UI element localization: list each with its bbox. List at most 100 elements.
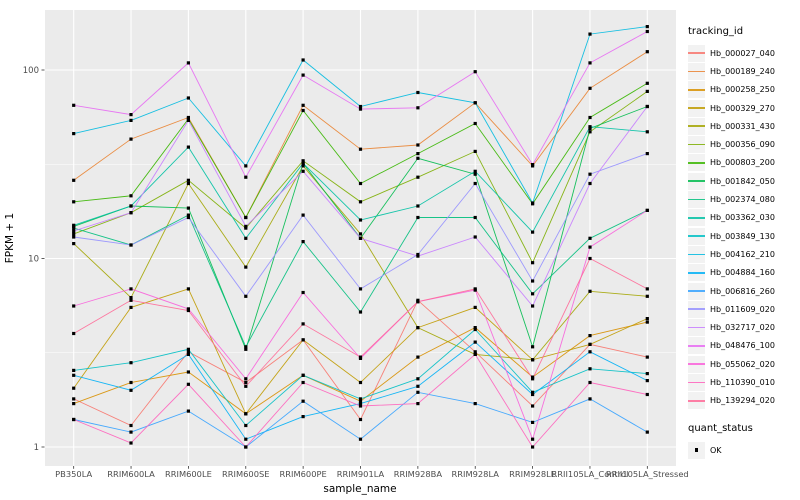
svg-text:RRIM600SE: RRIM600SE bbox=[222, 469, 269, 479]
legend-item: Hb_000329_270 bbox=[688, 99, 798, 117]
legend-item-list: Hb_000027_040 Hb_000189_240 Hb_000258_250 H… bbox=[688, 44, 798, 410]
legend-label: Hb_032717_020 bbox=[710, 323, 775, 333]
svg-text:RRIM901LA: RRIM901LA bbox=[337, 469, 385, 479]
legend-title-quant-status: quant_status bbox=[688, 422, 753, 434]
legend-label: Hb_110390_010 bbox=[710, 377, 775, 387]
legend: tracking_id Hb_000027_040 Hb_000189_240 Hb… bbox=[688, 26, 798, 459]
series-color-line-icon bbox=[688, 399, 705, 402]
legend-key bbox=[688, 99, 705, 117]
legend-key bbox=[688, 319, 705, 337]
legend-item: Hb_000189_240 bbox=[688, 62, 798, 80]
legend-label: Hb_003849_130 bbox=[710, 231, 775, 241]
ok-label: OK bbox=[710, 445, 722, 455]
svg-text:RRIM928LA: RRIM928LA bbox=[451, 469, 499, 479]
legend-label: Hb_000189_240 bbox=[710, 66, 775, 76]
series-color-line-icon bbox=[688, 345, 705, 347]
legend-key bbox=[688, 81, 705, 99]
ok-point-icon bbox=[694, 448, 699, 452]
legend-item: Hb_032717_020 bbox=[688, 318, 798, 337]
legend-item: Hb_002374_080 bbox=[688, 190, 798, 209]
legend-item: Hb_000258_250 bbox=[688, 81, 798, 99]
legend-key bbox=[688, 282, 705, 300]
series-color-line-icon bbox=[688, 216, 705, 219]
legend-item: Hb_055062_020 bbox=[688, 355, 798, 373]
legend-key bbox=[688, 209, 705, 227]
legend-title-tracking-id: tracking_id bbox=[688, 26, 744, 37]
series-color-line-icon bbox=[688, 180, 705, 183]
series-color-line-icon bbox=[688, 107, 705, 109]
svg-text:1: 1 bbox=[34, 443, 39, 453]
series-color-line-icon bbox=[688, 290, 705, 292]
svg-text:RRIM928BA: RRIM928BA bbox=[394, 469, 443, 479]
legend-key bbox=[688, 245, 705, 263]
x-axis-title: sample_name bbox=[323, 483, 396, 495]
series-color-line-icon bbox=[688, 70, 705, 73]
series-color-line-icon bbox=[688, 162, 705, 164]
series-color-line-icon bbox=[688, 198, 705, 201]
legend-key bbox=[688, 355, 705, 373]
svg-text:RRIM928LE: RRIM928LE bbox=[509, 469, 556, 479]
svg-text:RRIM600LE: RRIM600LE bbox=[165, 469, 212, 479]
series-color-line-icon bbox=[688, 125, 705, 128]
series-color-line-icon bbox=[688, 235, 705, 237]
legend-item: Hb_001842_050 bbox=[688, 172, 798, 190]
series-color-line-icon bbox=[688, 52, 705, 54]
series-color-line-icon bbox=[688, 253, 705, 256]
legend-label: Hb_011609_020 bbox=[710, 304, 775, 314]
svg-text:10: 10 bbox=[28, 254, 39, 264]
y-axis-title: FPKM + 1 bbox=[4, 213, 16, 263]
legend-key bbox=[688, 136, 705, 154]
legend-item: Hb_011609_020 bbox=[688, 300, 798, 318]
legend-label: Hb_001842_050 bbox=[710, 176, 775, 186]
svg-text:RRII105LA_Stressed: RRII105LA_Stressed bbox=[606, 469, 689, 479]
series-color-line-icon bbox=[688, 381, 705, 384]
legend-key bbox=[688, 62, 705, 80]
legend-item: Hb_004884_160 bbox=[688, 264, 798, 282]
legend-item: Hb_000027_040 bbox=[688, 44, 798, 62]
legend-label: Hb_004162_210 bbox=[710, 249, 775, 259]
legend-label: Hb_002374_080 bbox=[710, 195, 775, 205]
legend-key bbox=[688, 191, 705, 209]
svg-text:RRIM600LA: RRIM600LA bbox=[107, 469, 155, 479]
series-color-line-icon bbox=[688, 363, 705, 366]
legend-key bbox=[688, 392, 705, 410]
series-color-line-icon bbox=[688, 271, 705, 274]
legend-label: Hb_000356_090 bbox=[710, 140, 775, 150]
data-point-markers bbox=[72, 25, 649, 449]
legend-key bbox=[688, 264, 705, 282]
legend-key bbox=[688, 117, 705, 135]
series-color-line-icon bbox=[688, 143, 705, 146]
legend-item: Hb_000331_430 bbox=[688, 117, 798, 135]
legend-label: Hb_055062_020 bbox=[710, 359, 775, 369]
legend-label: Hb_000329_270 bbox=[710, 103, 775, 113]
legend-item: Hb_110390_010 bbox=[688, 373, 798, 391]
legend-label: Hb_048476_100 bbox=[710, 341, 775, 351]
legend-item: Hb_006816_260 bbox=[688, 282, 798, 300]
legend-label: Hb_000258_250 bbox=[710, 85, 775, 95]
legend-item: Hb_004162_210 bbox=[688, 245, 798, 263]
series-color-line-icon bbox=[688, 326, 705, 329]
legend-item: Hb_003362_030 bbox=[688, 209, 798, 227]
legend-label: Hb_004884_160 bbox=[710, 268, 775, 278]
legend-key bbox=[688, 337, 705, 355]
chart-canvas: 1 10 100 PB350LA RRIM600LA RRIM600LE RRIM600SE… bbox=[4, 10, 689, 495]
legend-item: Hb_003849_130 bbox=[688, 227, 798, 245]
svg-text:100: 100 bbox=[23, 66, 39, 76]
legend-key bbox=[688, 172, 705, 190]
legend-key bbox=[688, 44, 705, 62]
legend-item: Hb_000803_200 bbox=[688, 154, 798, 172]
legend-label: Hb_000027_040 bbox=[710, 48, 775, 58]
legend-key bbox=[688, 300, 705, 318]
legend-item: Hb_000356_090 bbox=[688, 135, 798, 154]
svg-text:RRII105LA_Control: RRII105LA_Control bbox=[552, 469, 629, 479]
svg-text:RRIM600PE: RRIM600PE bbox=[280, 469, 327, 479]
series-color-line-icon bbox=[688, 88, 705, 91]
axes: 1 10 100 PB350LA RRIM600LA RRIM600LE RRIM600SE… bbox=[23, 66, 689, 479]
legend-label: Hb_006816_260 bbox=[710, 286, 775, 296]
legend-key bbox=[688, 227, 705, 245]
svg-text:PB350LA: PB350LA bbox=[55, 469, 92, 479]
legend-label: Hb_003362_030 bbox=[710, 213, 775, 223]
legend-label: Hb_000331_430 bbox=[710, 121, 775, 131]
series-color-line-icon bbox=[688, 308, 705, 311]
